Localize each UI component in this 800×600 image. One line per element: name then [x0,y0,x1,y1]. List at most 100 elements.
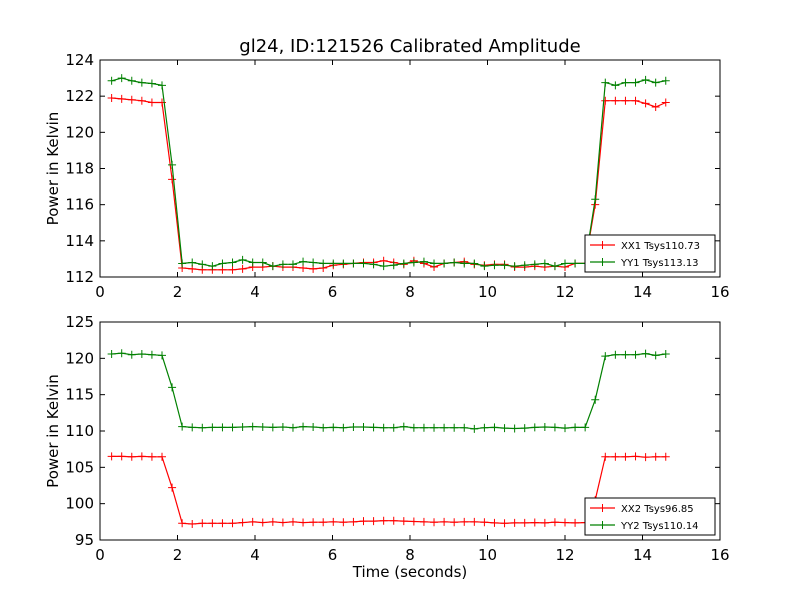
data-point [228,265,237,274]
data-point [117,452,126,461]
data-point [621,452,630,461]
data-point [591,195,600,204]
data-point [137,349,146,358]
x-tick-label: 8 [405,283,415,301]
data-point [520,518,529,527]
data-point [107,76,116,85]
data-point [651,452,660,461]
data-point [631,96,640,105]
data-point [661,98,670,107]
data-point [641,453,650,462]
data-point [379,516,388,525]
data-point [329,517,338,526]
y-tick-label: 122 [65,87,94,105]
data-point [349,423,358,432]
data-point [621,350,630,359]
data-point [147,452,156,461]
data-point [631,452,640,461]
y-tick-label: 116 [65,196,94,214]
data-point [369,260,378,269]
data-point [299,518,308,527]
data-point [389,423,398,432]
data-point [550,423,559,432]
data-point [480,262,489,271]
chart-2: 0 2 4 6 8 10 12 14 16 95 100 105 110 115 120 125 Power i… [44,313,730,564]
data-point [581,423,590,432]
data-point [520,424,529,433]
data-point [430,518,439,527]
data-point [218,259,227,268]
x-tick-label: 12 [555,283,574,301]
data-point [641,99,650,108]
data-point [641,75,650,84]
series-line-1 [111,455,666,525]
data-point [369,517,378,526]
data-point [168,175,177,184]
data-point [268,262,277,271]
data-point [510,262,519,271]
data-point [490,261,499,270]
data-point [218,519,227,528]
data-point [561,518,569,527]
x-tick-label: 10 [478,283,497,301]
data-point [278,260,287,269]
data-point [319,423,328,432]
x-tick-label: 4 [250,283,260,301]
data-point [258,423,267,432]
data-point [319,518,328,527]
data-point [309,518,318,527]
data-point [430,423,439,432]
x-tick-label: 14 [633,283,652,301]
data-point [329,259,338,268]
legend-marker [598,521,607,529]
data-point [530,518,539,527]
data-point [218,423,227,432]
data-point [288,423,297,432]
data-point [651,351,660,360]
data-point [399,422,408,431]
data-point [621,78,630,87]
data-point [238,255,247,264]
series-line-1 [111,97,667,271]
data-point [309,423,318,432]
data-point [440,517,449,526]
legend-marker [598,241,607,249]
data-point [127,95,136,104]
data-point [540,518,549,527]
data-point [278,518,287,527]
data-point [228,519,237,528]
data-point [127,350,136,359]
data-point [450,423,459,432]
chart-1: 0 2 4 6 8 10 12 14 16 112 114 116 118 120 122 124 Power … [44,51,730,301]
data-point [188,520,197,529]
data-point [460,259,469,268]
data-point [399,517,408,526]
y-tick-label: 112 [65,268,94,286]
data-point [379,423,388,432]
data-point [611,350,620,359]
x-tick-label: 6 [328,283,338,301]
data-point [288,260,297,269]
legend-marker [598,258,607,266]
data-point [661,349,670,358]
data-point [198,423,207,432]
x-tick-label: 16 [710,283,729,301]
data-point [168,160,177,169]
data-point [299,257,308,266]
data-point [299,422,308,431]
data-point [208,519,217,528]
data-point [158,452,166,461]
data-point [258,258,267,267]
data-point [127,452,136,461]
data-point [419,423,428,432]
legend-label: XX1 Tsys110.73 [621,241,700,252]
data-point [480,423,489,432]
y-tick-label: 95 [75,531,94,549]
figure-title: gl24, ID:121526 Calibrated Amplitude [239,36,580,57]
data-point [561,424,569,433]
data-point [520,261,529,270]
data-point [651,78,660,87]
data-point [137,452,146,461]
y-tick-label: 100 [65,495,94,513]
